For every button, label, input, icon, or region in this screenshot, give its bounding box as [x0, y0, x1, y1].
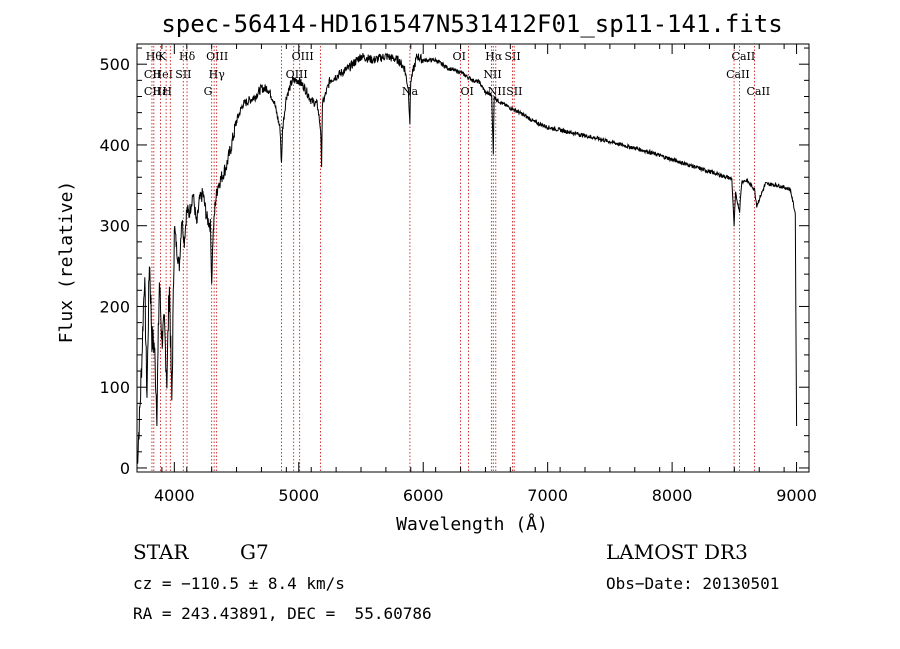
- coordinates: RA = 243.43891, DEC = 55.60786: [133, 604, 432, 623]
- spectrum-chart: spec-56414-HD161547N531412F01_sp11-141.f…: [56, 10, 817, 535]
- spectral-line-label: K: [158, 50, 167, 63]
- y-tick-label: 300: [99, 217, 130, 236]
- x-tick-label: 6000: [403, 486, 444, 505]
- y-tick-label: 200: [99, 297, 130, 316]
- spectral-line-label: Hθ: [146, 50, 163, 63]
- spectral-line-label: CII: [144, 68, 161, 81]
- spectral-line-label: OI: [461, 85, 474, 98]
- spectral-line-label: CaII: [726, 68, 750, 81]
- y-axis-label: Flux (relative): [56, 181, 77, 344]
- y-tick-label: 500: [99, 55, 130, 74]
- x-tick-label: 4000: [154, 486, 195, 505]
- spectral-line-label: CII: [144, 85, 161, 98]
- spectral-line-label: NII: [483, 68, 501, 81]
- spectral-line-label: OIII: [286, 68, 308, 81]
- survey-name: LAMOST DR3: [606, 540, 748, 564]
- flux-series-line: [136, 52, 798, 465]
- spectral-line-label: CaII: [746, 85, 770, 98]
- plot-area: [136, 52, 798, 465]
- spectral-line-label: SII: [175, 68, 191, 81]
- spectral-line-label: OIII: [206, 50, 228, 63]
- spectral-line-label: OI: [453, 50, 466, 63]
- spectral-line-label: H: [162, 85, 172, 98]
- x-axis-label: Wavelength (Å): [396, 513, 548, 535]
- x-tick-label: 5000: [278, 486, 319, 505]
- y-tick-label: 0: [120, 459, 130, 478]
- axes: 4000 5000 6000 7000 8000 9000 0 100 200 300 400 500: [99, 43, 817, 505]
- spectral-line-label: CaII: [732, 50, 756, 63]
- spectral-line-label: NII: [488, 85, 506, 98]
- plot-frame: [136, 43, 810, 473]
- spectral-line-label: Hε: [153, 85, 169, 98]
- y-tick-label: 100: [99, 378, 130, 397]
- spectral-line-label: G: [204, 85, 213, 98]
- spectral-line-label: SII: [504, 50, 520, 63]
- spectral-line-label: SII: [506, 85, 522, 98]
- spectral-line-label: Hδ: [179, 50, 196, 63]
- object-subclass: G7: [240, 540, 269, 564]
- x-tick-label: 8000: [652, 486, 693, 505]
- spectral-line-label: HeI: [153, 68, 173, 81]
- x-tick-label: 9000: [776, 486, 817, 505]
- y-tick-label: 400: [99, 136, 130, 155]
- spectral-line-label: Hγ: [209, 68, 226, 81]
- chart-title: spec-56414-HD161547N531412F01_sp11-141.f…: [161, 10, 782, 38]
- spectral-line-label: OIII: [292, 50, 314, 63]
- observation-date: Obs−Date: 20130501: [606, 574, 780, 593]
- redshift-cz: cz = −110.5 ± 8.4 km/s: [133, 574, 345, 593]
- spectral-line-label: Hα: [485, 50, 503, 63]
- object-class: STAR: [133, 540, 189, 564]
- x-tick-label: 7000: [527, 486, 568, 505]
